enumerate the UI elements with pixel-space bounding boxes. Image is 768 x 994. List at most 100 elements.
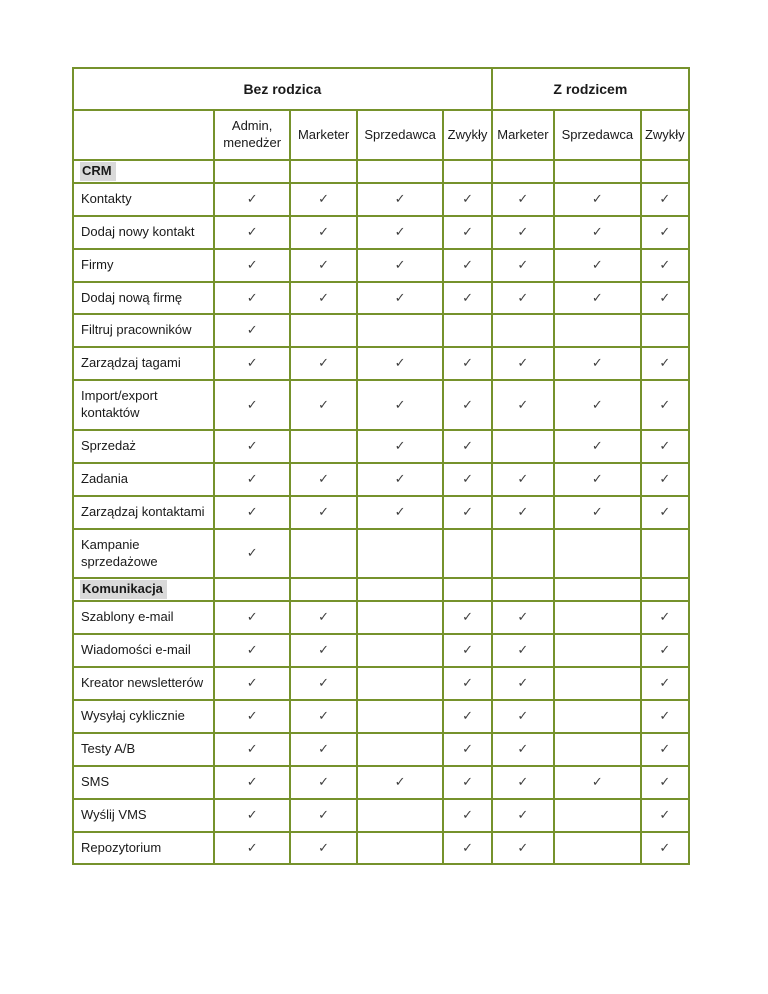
- check-icon: ✓: [639, 214, 691, 250]
- empty-cell: [355, 633, 445, 669]
- check-icon: ✓: [639, 666, 691, 702]
- empty-cell: [355, 577, 445, 603]
- empty-cell: [355, 159, 445, 184]
- check-icon: ✓: [490, 214, 556, 250]
- check-icon: ✓: [553, 214, 642, 250]
- check-icon: ✓: [355, 764, 445, 800]
- check-icon: ✓: [442, 247, 493, 283]
- row-label: Wysyłaj cyklicznie: [72, 699, 215, 734]
- section-row: Komunikacja: [72, 577, 691, 603]
- empty-cell: [639, 527, 691, 580]
- check-icon: ✓: [289, 731, 358, 767]
- check-icon: ✓: [212, 731, 292, 767]
- check-icon: ✓: [289, 280, 358, 316]
- check-icon: ✓: [289, 181, 358, 217]
- check-icon: ✓: [289, 633, 358, 669]
- empty-cell: [639, 159, 691, 184]
- check-icon: ✓: [490, 764, 556, 800]
- check-icon: ✓: [289, 600, 358, 636]
- check-icon: ✓: [212, 313, 292, 349]
- row-label: Kampanie sprzedażowe: [72, 527, 215, 580]
- check-icon: ✓: [490, 461, 556, 497]
- check-icon: ✓: [355, 214, 445, 250]
- empty-cell: [553, 699, 642, 734]
- table-row: Repozytorium ✓ ✓ ✓ ✓ ✓: [72, 830, 691, 866]
- empty-cell: [355, 731, 445, 767]
- empty-cell: [490, 429, 556, 464]
- empty-cell: [289, 313, 358, 349]
- check-icon: ✓: [212, 461, 292, 497]
- table-row: Wysyłaj cyklicznie ✓ ✓ ✓ ✓ ✓: [72, 699, 691, 734]
- check-icon: ✓: [490, 181, 556, 217]
- check-icon: ✓: [355, 461, 445, 497]
- col-header-zwykly-bez-rodzica: Zwykły: [442, 109, 493, 161]
- empty-cell: [553, 797, 642, 833]
- empty-cell: [442, 159, 493, 184]
- row-label: Dodaj nowy kontakt: [72, 214, 215, 250]
- check-icon: ✓: [212, 247, 292, 283]
- check-icon: ✓: [289, 764, 358, 800]
- check-icon: ✓: [212, 764, 292, 800]
- check-icon: ✓: [639, 429, 691, 464]
- check-icon: ✓: [212, 379, 292, 432]
- check-icon: ✓: [442, 494, 493, 530]
- empty-cell: [289, 577, 358, 603]
- check-icon: ✓: [639, 797, 691, 833]
- table-row: Zarządzaj tagami ✓ ✓ ✓ ✓ ✓ ✓ ✓: [72, 346, 691, 382]
- check-icon: ✓: [442, 731, 493, 767]
- empty-cell: [553, 666, 642, 702]
- row-label: Kontakty: [72, 181, 215, 217]
- col-header-sprzedawca-z-rodzicem: Sprzedawca: [553, 109, 642, 161]
- empty-cell: [442, 313, 493, 349]
- row-label: Szablony e-mail: [72, 600, 215, 636]
- check-icon: ✓: [639, 346, 691, 382]
- corner-cell: [72, 109, 215, 161]
- check-icon: ✓: [212, 181, 292, 217]
- table-row: Zarządzaj kontaktami ✓ ✓ ✓ ✓ ✓ ✓ ✓: [72, 494, 691, 530]
- check-icon: ✓: [355, 247, 445, 283]
- check-icon: ✓: [212, 797, 292, 833]
- check-icon: ✓: [490, 666, 556, 702]
- column-header-row: Admin, menedżer Marketer Sprzedawca Zwyk…: [72, 109, 691, 161]
- table-row: Kampanie sprzedażowe ✓: [72, 527, 691, 580]
- check-icon: ✓: [553, 346, 642, 382]
- group-header-z-rodzicem: Z rodzicem: [490, 67, 691, 111]
- empty-cell: [490, 577, 556, 603]
- empty-cell: [442, 527, 493, 580]
- check-icon: ✓: [639, 181, 691, 217]
- check-icon: ✓: [639, 247, 691, 283]
- empty-cell: [355, 527, 445, 580]
- permissions-table: Bez rodzica Z rodzicem Admin, menedżer M…: [72, 67, 691, 866]
- check-icon: ✓: [289, 379, 358, 432]
- check-icon: ✓: [639, 830, 691, 866]
- empty-cell: [553, 830, 642, 866]
- col-header-sprzedawca-bez-rodzica: Sprzedawca: [355, 109, 445, 161]
- check-icon: ✓: [490, 731, 556, 767]
- table-row: Testy A/B ✓ ✓ ✓ ✓ ✓: [72, 731, 691, 767]
- check-icon: ✓: [490, 280, 556, 316]
- check-icon: ✓: [553, 429, 642, 464]
- check-icon: ✓: [289, 666, 358, 702]
- check-icon: ✓: [490, 494, 556, 530]
- check-icon: ✓: [639, 764, 691, 800]
- check-icon: ✓: [442, 764, 493, 800]
- check-icon: ✓: [355, 346, 445, 382]
- row-label: Wiadomości e-mail: [72, 633, 215, 669]
- empty-cell: [553, 577, 642, 603]
- col-header-marketer-bez-rodzica: Marketer: [289, 109, 358, 161]
- empty-cell: [355, 666, 445, 702]
- check-icon: ✓: [553, 280, 642, 316]
- check-icon: ✓: [289, 830, 358, 866]
- group-header-bez-rodzica: Bez rodzica: [72, 67, 493, 111]
- row-label: Zadania: [72, 461, 215, 497]
- check-icon: ✓: [639, 600, 691, 636]
- check-icon: ✓: [490, 379, 556, 432]
- check-icon: ✓: [289, 494, 358, 530]
- empty-cell: [490, 159, 556, 184]
- table-body: CRM Kontakty ✓ ✓ ✓ ✓ ✓ ✓ ✓ Dodaj nowy kontakt ✓ ✓ ✓ ✓…: [72, 159, 691, 866]
- empty-cell: [355, 797, 445, 833]
- check-icon: ✓: [639, 494, 691, 530]
- row-label: Filtruj pracowników: [72, 313, 215, 349]
- check-icon: ✓: [442, 830, 493, 866]
- table-row: Wiadomości e-mail ✓ ✓ ✓ ✓ ✓: [72, 633, 691, 669]
